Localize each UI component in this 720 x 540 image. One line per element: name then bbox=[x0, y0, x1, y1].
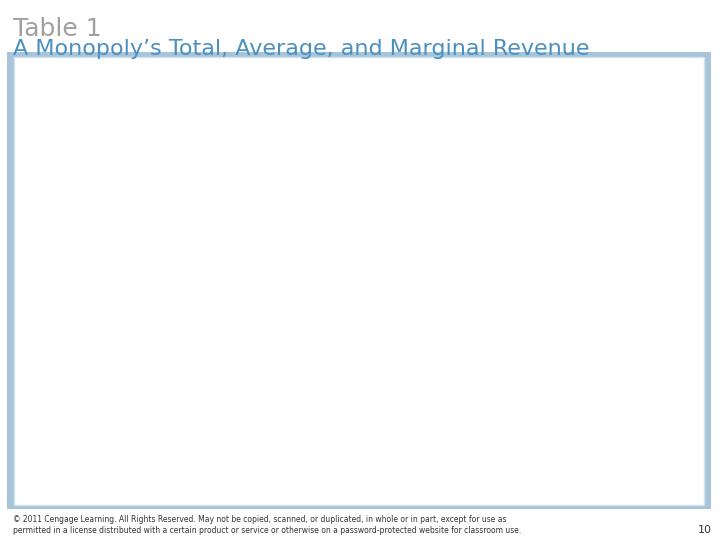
Text: (P): (P) bbox=[165, 112, 181, 125]
Text: 6: 6 bbox=[80, 397, 87, 410]
Text: $10: $10 bbox=[390, 191, 412, 204]
Text: 4: 4 bbox=[80, 315, 87, 328]
Text: 6: 6 bbox=[169, 356, 177, 369]
Text: A Monopoly’s Total, Average, and Marginal Revenue: A Monopoly’s Total, Average, and Margina… bbox=[13, 39, 590, 59]
Text: 5: 5 bbox=[397, 397, 405, 410]
Text: 18: 18 bbox=[276, 232, 291, 245]
Text: Price: Price bbox=[156, 92, 190, 105]
Text: 3: 3 bbox=[397, 479, 405, 492]
Text: Quantity: Quantity bbox=[80, 82, 138, 94]
Text: 1: 1 bbox=[80, 191, 87, 204]
Text: 8: 8 bbox=[397, 273, 405, 287]
Text: 28: 28 bbox=[276, 438, 291, 451]
Text: $ 0: $ 0 bbox=[274, 150, 293, 163]
Text: 0: 0 bbox=[562, 376, 570, 389]
Text: 8: 8 bbox=[562, 212, 570, 225]
Text: 28: 28 bbox=[276, 315, 291, 328]
Text: 5: 5 bbox=[80, 356, 87, 369]
Text: 8: 8 bbox=[80, 479, 87, 492]
Text: $10: $10 bbox=[555, 171, 577, 184]
Text: $11: $11 bbox=[162, 150, 184, 163]
Text: 2: 2 bbox=[80, 232, 87, 245]
Text: 7: 7 bbox=[80, 438, 87, 451]
Text: Table 1: Table 1 bbox=[13, 17, 102, 41]
Text: (AR = TR / Q): (AR = TR / Q) bbox=[361, 112, 440, 125]
Text: Marginal Revenue: Marginal Revenue bbox=[506, 92, 626, 105]
Text: 24: 24 bbox=[276, 479, 291, 492]
Text: 8: 8 bbox=[169, 273, 176, 287]
Text: 6: 6 bbox=[562, 253, 570, 266]
Text: 9: 9 bbox=[169, 232, 177, 245]
Text: 10: 10 bbox=[698, 524, 711, 535]
Text: 4: 4 bbox=[169, 438, 177, 451]
Text: (MR = ΔTR / ΔQ): (MR = ΔTR / ΔQ) bbox=[518, 112, 615, 125]
Text: 5: 5 bbox=[169, 397, 176, 410]
Text: 30: 30 bbox=[276, 356, 291, 369]
Text: (Q): (Q) bbox=[80, 122, 99, 135]
Text: 2: 2 bbox=[562, 335, 570, 348]
Text: 24: 24 bbox=[276, 273, 291, 287]
Text: −4: −4 bbox=[557, 458, 575, 471]
Text: —: — bbox=[395, 150, 407, 163]
Text: −2: −2 bbox=[557, 417, 575, 430]
Text: 7: 7 bbox=[169, 315, 177, 328]
Text: 10: 10 bbox=[166, 191, 181, 204]
Text: 4: 4 bbox=[562, 294, 570, 307]
Text: Average Revenue: Average Revenue bbox=[343, 92, 459, 105]
Text: (TR = P × Q): (TR = P × Q) bbox=[246, 112, 321, 125]
Text: 3: 3 bbox=[169, 479, 176, 492]
Text: 6: 6 bbox=[397, 356, 405, 369]
Text: 7: 7 bbox=[397, 315, 405, 328]
Text: 3: 3 bbox=[80, 273, 87, 287]
Text: 0 gallons: 0 gallons bbox=[80, 150, 133, 163]
Text: 4: 4 bbox=[397, 438, 405, 451]
Text: of Water: of Water bbox=[80, 102, 130, 114]
Text: 9: 9 bbox=[397, 232, 405, 245]
Text: © 2011 Cengage Learning. All Rights Reserved. May not be copied, scanned, or dup: © 2011 Cengage Learning. All Rights Rese… bbox=[13, 515, 521, 535]
Text: 30: 30 bbox=[276, 397, 291, 410]
Text: 10: 10 bbox=[276, 191, 291, 204]
Text: Total Revenue: Total Revenue bbox=[237, 92, 330, 105]
